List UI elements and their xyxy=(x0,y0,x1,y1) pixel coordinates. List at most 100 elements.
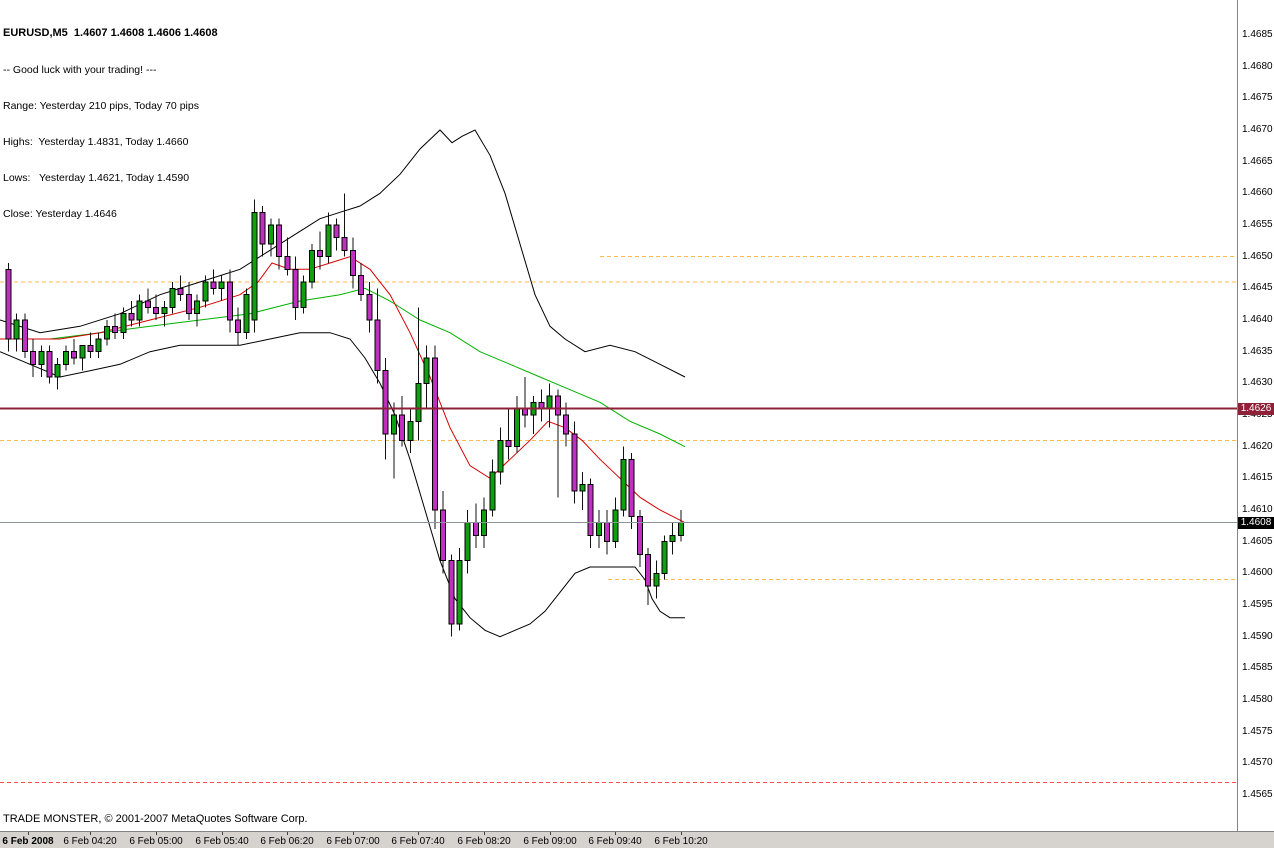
price-axis-label: 1.4655 xyxy=(1242,219,1273,230)
candle-down xyxy=(112,325,119,334)
candle-down xyxy=(628,458,635,517)
candle-up xyxy=(103,325,110,340)
price-axis-label: 1.4580 xyxy=(1242,694,1273,705)
candle-up xyxy=(194,300,201,315)
comment-line-4: Lows: Yesterday 1.4621, Today 1.4590 xyxy=(3,172,190,184)
candle-down xyxy=(505,439,512,448)
candle-down xyxy=(46,351,53,378)
candle-down xyxy=(153,306,160,315)
candle-down xyxy=(21,319,28,353)
candle-up xyxy=(218,281,225,289)
time-axis-label: 6 Feb 07:00 xyxy=(326,836,380,847)
price-axis-label: 1.4650 xyxy=(1242,250,1273,262)
candle-down xyxy=(358,275,365,296)
bollinger-lower-band xyxy=(0,332,685,638)
ma-fast-red xyxy=(0,256,686,524)
candle-up xyxy=(456,560,463,625)
candle-down xyxy=(571,433,578,492)
candle-down xyxy=(185,294,192,315)
candle-down xyxy=(366,294,373,321)
chart-info-block: EURUSD,M5 1.4607 1.4608 1.4606 1.4608 --… xyxy=(3,3,218,244)
candle-down xyxy=(292,268,299,308)
candle-up xyxy=(95,338,102,353)
time-axis-tick xyxy=(418,832,419,835)
candle-up xyxy=(300,281,307,308)
price-axis-label: 1.4635 xyxy=(1242,345,1273,357)
candle-up xyxy=(161,306,168,315)
candle-down xyxy=(431,357,438,511)
time-axis-tick xyxy=(287,832,288,835)
candle-up xyxy=(620,458,627,511)
price-axis-label: 1.4600 xyxy=(1242,567,1273,579)
comment-line-3: Highs: Yesterday 1.4831, Today 1.4660 xyxy=(3,136,189,148)
candle-up xyxy=(612,509,619,543)
candle-down xyxy=(128,313,135,321)
price-axis-label: 1.4630 xyxy=(1242,377,1273,389)
candle-up xyxy=(497,439,504,473)
candle-up xyxy=(308,249,315,283)
candle-down xyxy=(226,281,233,321)
price-badge-1.4626: 1.4626 xyxy=(1238,402,1274,415)
candle-up xyxy=(677,522,684,536)
candle-up xyxy=(415,382,422,422)
candle-down xyxy=(333,224,340,239)
candle-up xyxy=(325,224,332,258)
price-axis[interactable]: 1.4685 1.4680 1.4675 1.4670 1.4665 1.4660 1.46… xyxy=(1238,0,1274,831)
candle-down xyxy=(554,395,561,416)
candle-down xyxy=(399,414,406,441)
candle-down xyxy=(645,553,652,587)
price-axis-label: 1.4570 xyxy=(1242,757,1273,769)
candle-up xyxy=(489,471,496,511)
candle-up xyxy=(79,344,86,359)
candle-up xyxy=(464,522,471,562)
price-axis-label: 1.4595 xyxy=(1242,599,1273,610)
time-axis-tick xyxy=(222,832,223,835)
candle-down xyxy=(587,484,594,536)
time-axis-label: 6 Feb 09:40 xyxy=(588,836,642,847)
time-axis-label: 6 Feb 2008 xyxy=(2,836,54,847)
price-axis-label: 1.4615 xyxy=(1242,472,1273,484)
comment-line-5: Close: Yesterday 1.4646 xyxy=(3,208,117,220)
price-axis-label: 1.4665 xyxy=(1242,155,1273,167)
time-axis-tick xyxy=(156,832,157,835)
candle-down xyxy=(276,224,283,258)
time-axis[interactable]: 6 Feb 2008 6 Feb 04:20 6 Feb 05:00 6 Feb 05… xyxy=(0,831,1274,848)
candle-down xyxy=(5,268,12,340)
solid-level-lines xyxy=(0,407,1237,524)
candle-down xyxy=(341,237,348,251)
price-axis-label: 1.4645 xyxy=(1242,282,1273,294)
candlestick-chart[interactable] xyxy=(0,0,1237,831)
symbol-ohlc-text: EURUSD,M5 1.4607 1.4608 1.4606 1.4608 xyxy=(3,27,218,39)
price-axis-label: 1.4685 xyxy=(1242,29,1273,40)
candle-up xyxy=(595,522,602,536)
candle-down xyxy=(472,522,479,536)
candle-up xyxy=(54,363,61,378)
price-axis-label: 1.4680 xyxy=(1242,60,1273,72)
candle-up xyxy=(13,319,20,340)
candle-down xyxy=(177,287,184,296)
candle-up xyxy=(513,408,520,448)
candle-up xyxy=(62,351,69,365)
candle-up xyxy=(653,572,660,587)
time-axis-label: 6 Feb 09:00 xyxy=(523,836,577,847)
candle-down xyxy=(604,522,611,543)
time-axis-tick xyxy=(90,832,91,835)
candle-down xyxy=(210,281,217,289)
comment-line-1: -- Good luck with your trading! --- xyxy=(3,64,157,76)
candle-up xyxy=(407,420,414,441)
time-axis-tick xyxy=(28,832,29,835)
candle-down xyxy=(382,370,389,435)
candle-down xyxy=(563,414,570,435)
candle-down xyxy=(235,319,242,334)
price-axis-label: 1.4605 xyxy=(1242,535,1273,547)
time-axis-tick xyxy=(615,832,616,835)
candle-up xyxy=(251,211,258,321)
candle-up xyxy=(202,281,209,302)
chart-canvas[interactable]: EURUSD,M5 1.4607 1.4608 1.4606 1.4608 --… xyxy=(0,0,1238,831)
indicator-overlays xyxy=(0,129,686,638)
price-badge-1.4608: 1.4608 xyxy=(1238,516,1274,529)
candle-up xyxy=(423,357,430,384)
time-axis-tick xyxy=(484,832,485,835)
candle-down xyxy=(349,249,356,277)
